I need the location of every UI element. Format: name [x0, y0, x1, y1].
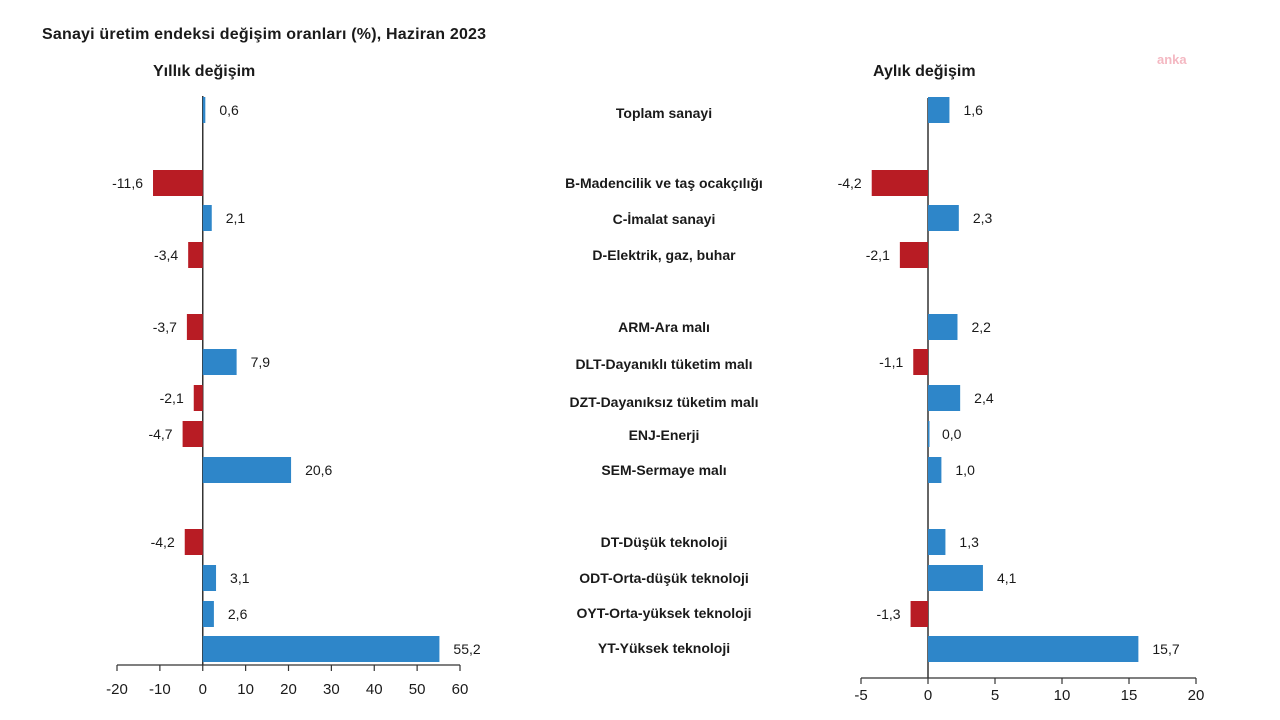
bar: [899, 242, 928, 268]
tick-label: 0: [199, 681, 207, 698]
data-label: -1,3: [876, 606, 900, 622]
data-label: 7,9: [251, 354, 271, 370]
data-label: 3,1: [230, 570, 250, 586]
tick-label: -20: [106, 681, 128, 698]
bar: [184, 529, 203, 555]
category-label: DLT-Dayanıklı tüketim malı: [575, 356, 753, 372]
bar: [928, 97, 950, 123]
category-label: C-İmalat sanayi: [612, 211, 716, 227]
right-panel-title: Aylık değişim: [873, 63, 976, 80]
category-label: SEM-Sermaye malı: [601, 462, 727, 478]
data-label: 2,3: [973, 210, 993, 226]
data-label: 2,1: [226, 210, 246, 226]
tick-label: 30: [323, 681, 340, 698]
tick-label: 60: [452, 681, 469, 698]
bar: [202, 205, 212, 231]
category-label: B-Madencilik ve taş ocakçılığı: [565, 175, 763, 191]
tick-label: -5: [854, 687, 867, 704]
data-label: 2,4: [974, 390, 994, 406]
data-label: -4,7: [148, 426, 172, 442]
tick-label: 20: [1188, 687, 1205, 704]
data-label: -3,7: [153, 319, 177, 335]
left-panel-title: Yıllık değişim: [153, 63, 256, 80]
category-label: DZT-Dayanıksız tüketim malı: [569, 394, 759, 410]
tick-label: -10: [149, 681, 171, 698]
data-label: 2,6: [228, 606, 248, 622]
bar: [188, 242, 203, 268]
tick-label: 40: [366, 681, 383, 698]
bar: [928, 565, 983, 591]
bar: [202, 349, 237, 375]
category-label: ODT-Orta-düşük teknoloji: [579, 570, 749, 586]
data-label: -4,2: [838, 175, 862, 191]
category-label: Toplam sanayi: [615, 105, 713, 121]
bar: [202, 565, 217, 591]
tick-label: 5: [991, 687, 999, 704]
tick-label: 20: [280, 681, 297, 698]
bar: [928, 457, 942, 483]
bar: [193, 385, 203, 411]
bar: [928, 529, 946, 555]
data-label: 20,6: [305, 462, 332, 478]
tick-label: 15: [1121, 687, 1138, 704]
bar: [928, 421, 930, 447]
category-label: ARM-Ara malı: [618, 319, 710, 335]
bar: [871, 170, 928, 196]
category-label: D-Elektrik, gaz, buhar: [592, 247, 736, 263]
chart-title: Sanayi üretim endeksi değişim oranları (…: [42, 26, 487, 43]
data-label: -2,1: [866, 247, 890, 263]
bar: [202, 457, 292, 483]
category-label: DT-Düşük teknoloji: [600, 534, 728, 550]
data-label: 1,3: [959, 534, 979, 550]
data-label: 0,0: [942, 426, 962, 442]
bar: [928, 385, 961, 411]
data-label: -1,1: [879, 354, 903, 370]
bar: [153, 170, 203, 196]
tick-label: 10: [237, 681, 254, 698]
data-label: -3,4: [154, 247, 178, 263]
watermark-logo: anka: [1157, 52, 1187, 67]
bar: [182, 421, 203, 447]
tick-label: 0: [924, 687, 932, 704]
category-label: YT-Yüksek teknoloji: [597, 640, 731, 656]
data-label: 4,1: [997, 570, 1017, 586]
category-label: OYT-Orta-yüksek teknoloji: [576, 605, 752, 621]
data-label: -11,6: [112, 175, 143, 191]
bar: [928, 314, 958, 340]
tick-label: 10: [1054, 687, 1071, 704]
tick-label: 50: [409, 681, 426, 698]
data-label: -2,1: [160, 390, 184, 406]
data-label: 15,7: [1152, 641, 1179, 657]
data-label: 1,6: [963, 102, 983, 118]
data-label: -4,2: [151, 534, 175, 550]
bar: [928, 636, 1139, 662]
bar: [913, 349, 928, 375]
bar: [202, 601, 214, 627]
data-label: 0,6: [219, 102, 239, 118]
category-label: ENJ-Enerji: [628, 427, 700, 443]
bar: [186, 314, 203, 340]
bar: [202, 636, 440, 662]
data-label: 55,2: [453, 641, 480, 657]
data-label: 2,2: [971, 319, 991, 335]
bar: [910, 601, 928, 627]
bar: [928, 205, 959, 231]
data-label: 1,0: [955, 462, 975, 478]
bar: [202, 97, 206, 123]
